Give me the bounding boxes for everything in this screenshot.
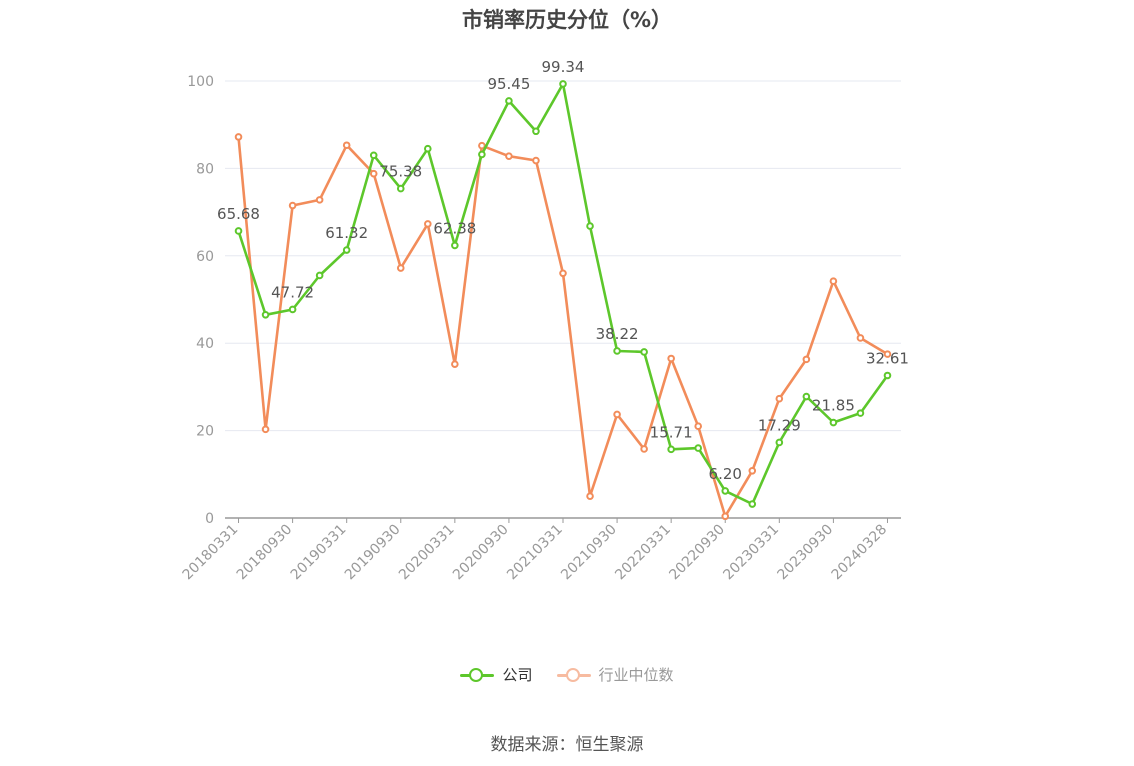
legend-label-company: 公司 (502, 666, 533, 684)
data-point-industry (505, 152, 513, 160)
y-tick-label: 0 (205, 511, 214, 527)
legend-marker-company (460, 667, 495, 682)
x-tick-label: 20220331 (612, 522, 674, 584)
data-point-company (369, 151, 378, 160)
data-point-company (342, 246, 351, 254)
data-point-company (775, 438, 784, 447)
chart-title: 市销率历史分位（%） (461, 8, 673, 32)
data-point-industry (396, 264, 405, 272)
data-point-industry (234, 133, 243, 141)
data-point-industry (667, 354, 675, 363)
data-point-company (234, 227, 243, 235)
data-point-industry (261, 425, 270, 434)
x-tick-label: 20230331 (720, 522, 782, 584)
x-tick-label: 20220930 (666, 522, 728, 584)
data-label: 6.20 (709, 465, 742, 483)
data-point-company (829, 418, 838, 427)
data-label: 65.68 (217, 205, 260, 223)
data-label: 21.85 (812, 397, 855, 415)
data-point-industry (694, 422, 703, 431)
data-label: 75.38 (379, 163, 422, 181)
x-tick-label: 20180930 (234, 522, 296, 584)
data-point-industry (802, 355, 811, 364)
data-point-industry (856, 334, 865, 342)
series-layer (234, 80, 892, 521)
y-axis: 0 20 40 60 80 100 (187, 74, 214, 527)
data-label: 61.32 (325, 224, 368, 242)
data-point-company (613, 347, 621, 355)
x-tick-label: 20200331 (396, 522, 458, 584)
data-label: 38.22 (596, 325, 639, 343)
x-tick-label: 20190331 (288, 522, 350, 584)
data-point-company (505, 97, 513, 105)
y-tick-label: 40 (196, 336, 214, 352)
data-label: 99.34 (542, 58, 585, 76)
data-point-industry (559, 269, 567, 278)
data-point-industry (721, 512, 730, 521)
x-tick-label: 20240328 (829, 522, 891, 584)
data-point-company (721, 487, 730, 495)
x-tick-label: 20210930 (558, 522, 620, 584)
y-tick-label: 20 (196, 424, 214, 440)
x-tick-label: 20210331 (504, 522, 566, 584)
data-point-industry (586, 492, 594, 500)
data-point-industry (451, 360, 459, 368)
data-point-industry (613, 410, 621, 419)
data-label: 47.72 (271, 283, 314, 301)
data-point-company (559, 80, 567, 88)
data-point-company (315, 271, 324, 280)
x-tick-label: 20230930 (775, 522, 837, 584)
data-label: 15.71 (650, 423, 693, 441)
data-label: 95.45 (487, 75, 530, 93)
data-label: 17.29 (758, 416, 801, 434)
data-point-company (802, 392, 811, 401)
x-axis: 2018033120180930201903312019093020200331… (180, 517, 901, 584)
data-point-company (640, 348, 648, 356)
y-tick-label: 60 (196, 249, 214, 265)
data-point-company (856, 409, 865, 417)
x-tick-label: 20180331 (180, 522, 242, 584)
legend-item-company[interactable]: 公司 (460, 664, 533, 685)
data-point-industry (478, 141, 486, 150)
y-tick-label: 80 (196, 161, 214, 177)
series-line-company (237, 82, 889, 506)
data-point-company (396, 184, 405, 193)
data-point-company (694, 444, 703, 452)
data-point-industry (424, 220, 432, 228)
data-point-company (424, 144, 432, 153)
legend-label-industry: 行业中位数 (598, 666, 674, 684)
y-tick-label: 100 (187, 74, 214, 90)
data-point-industry (532, 156, 540, 165)
grid-lines (225, 80, 901, 432)
data-point-company (532, 127, 540, 136)
data-point-industry (288, 201, 297, 210)
data-point-industry (640, 445, 648, 453)
x-tick-label: 20200930 (450, 522, 512, 584)
data-point-company (667, 445, 675, 454)
data-label: 32.61 (866, 349, 909, 367)
series-line-industry (237, 136, 889, 518)
data-point-company (451, 241, 459, 250)
data-point-industry (883, 350, 892, 358)
data-point-company (586, 222, 594, 230)
data-point-company (748, 500, 757, 508)
data-source: 数据来源：恒生聚源 (490, 735, 644, 755)
legend-marker-industry (556, 667, 591, 682)
x-tick-label: 20190930 (342, 522, 404, 584)
data-label: 62.38 (433, 219, 476, 237)
data-point-industry (342, 141, 351, 150)
data-point-industry (775, 394, 784, 403)
data-point-industry (829, 277, 838, 285)
data-point-industry (369, 169, 378, 178)
legend: 公司 行业中位数 (0, 664, 1134, 685)
data-point-company (883, 371, 892, 380)
data-point-company (288, 305, 297, 314)
data-point-company (261, 310, 270, 319)
data-point-industry (315, 196, 324, 204)
data-labels: 65.68 47.72 61.32 75.38 62.38 95.45 99.34 38.22… (217, 58, 909, 483)
data-point-industry (748, 467, 757, 475)
legend-item-industry[interactable]: 行业中位数 (556, 664, 674, 685)
data-point-company (478, 150, 486, 159)
